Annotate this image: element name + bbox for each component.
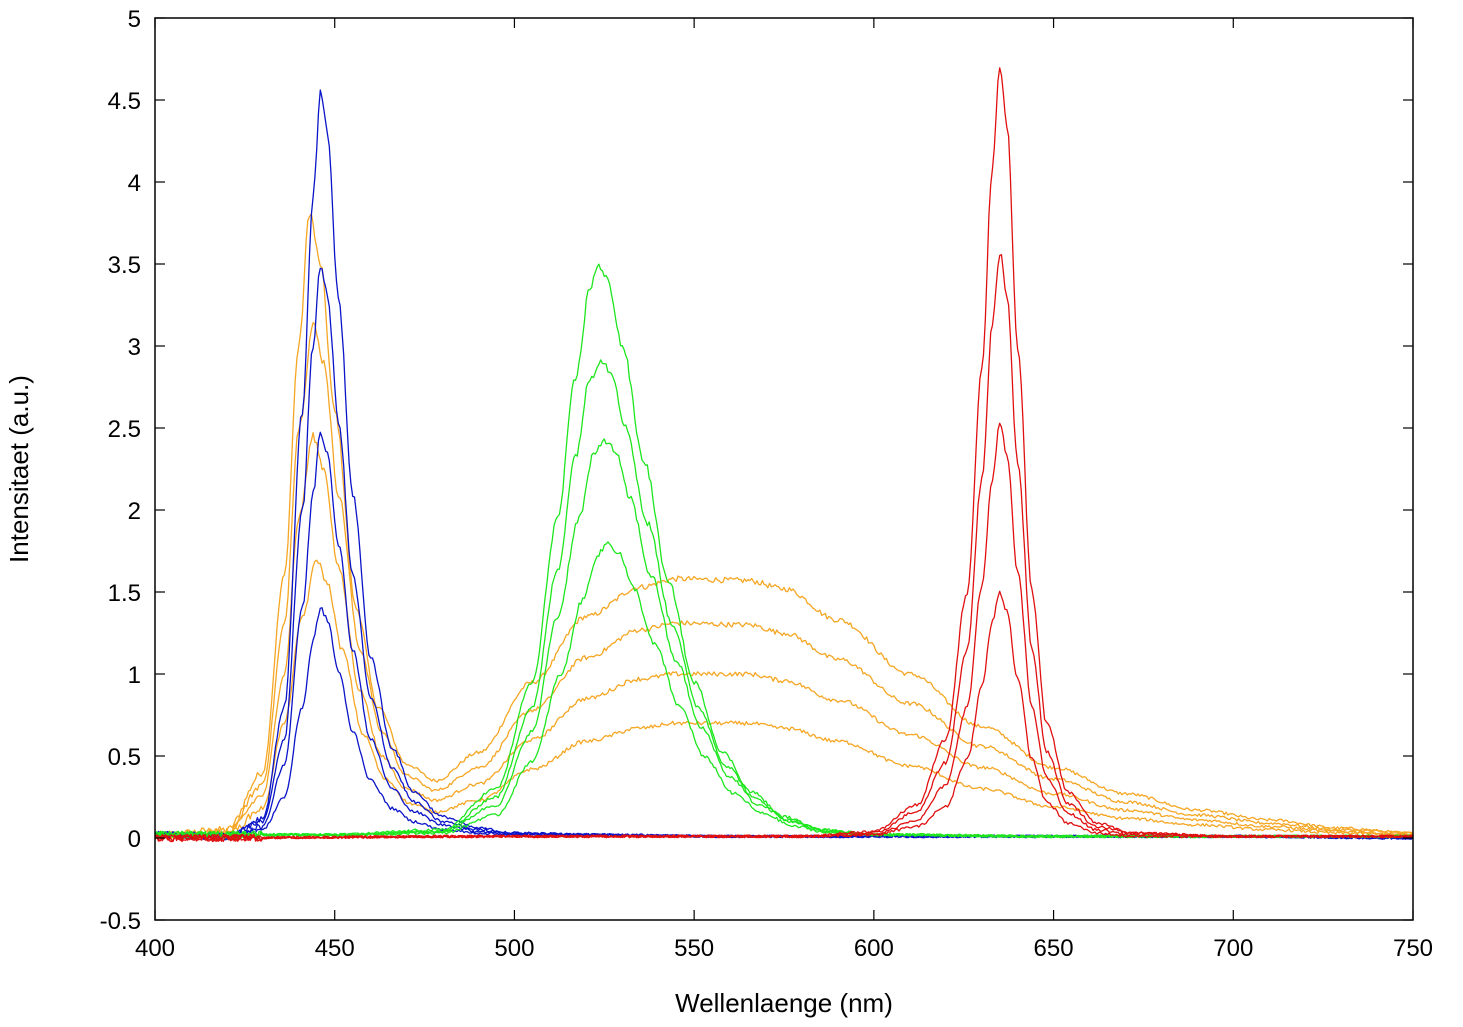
series-line-blue-8 xyxy=(154,607,1413,841)
series-line-green-11 xyxy=(154,438,1414,839)
y-tick-label: 4 xyxy=(128,170,141,197)
y-tick-label: -0.5 xyxy=(100,908,141,935)
x-tick-labels: 400 450 500 550 600 650 700 750 xyxy=(135,935,1433,962)
y-tick-label: 1 xyxy=(128,662,141,689)
series-line-red-14 xyxy=(154,254,1414,843)
y-tick-label: 2.5 xyxy=(108,416,141,443)
series-layer xyxy=(154,67,1414,843)
series-line-red-16 xyxy=(155,590,1414,842)
y-tick-label: 3 xyxy=(128,334,141,361)
x-tick-label: 550 xyxy=(674,935,714,962)
x-tick-label: 400 xyxy=(135,935,175,962)
y-tick-label: 1.5 xyxy=(108,580,141,607)
series-line-green-10 xyxy=(154,359,1414,839)
x-tick-label: 600 xyxy=(854,935,894,962)
x-tick-label: 650 xyxy=(1034,935,1074,962)
series-line-orange-4 xyxy=(154,559,1414,840)
series-line-red-13 xyxy=(154,67,1414,843)
y-tick-labels: -0.5 0 0.5 1 1.5 2 2.5 3 3.5 4 4.5 5 xyxy=(100,6,141,935)
x-axis-label: Wellenlaenge (nm) xyxy=(675,988,893,1018)
y-tick-label: 0 xyxy=(128,826,141,853)
plot-frame xyxy=(154,17,1414,921)
x-tick-label: 450 xyxy=(315,935,355,962)
y-tick-label: 5 xyxy=(128,6,141,33)
x-tick-label: 500 xyxy=(494,935,534,962)
y-tick-label: 2 xyxy=(128,498,141,525)
series-line-orange-1 xyxy=(154,213,1413,838)
series-line-orange-3 xyxy=(154,431,1414,839)
y-tick-label: 4.5 xyxy=(108,88,141,115)
x-tick-label: 700 xyxy=(1213,935,1253,962)
y-tick-label: 3.5 xyxy=(108,252,141,279)
y-axis-label: Intensitaet (a.u.) xyxy=(4,375,34,563)
x-tick-label: 750 xyxy=(1393,935,1433,962)
y-tick-label: 0.5 xyxy=(108,744,141,771)
